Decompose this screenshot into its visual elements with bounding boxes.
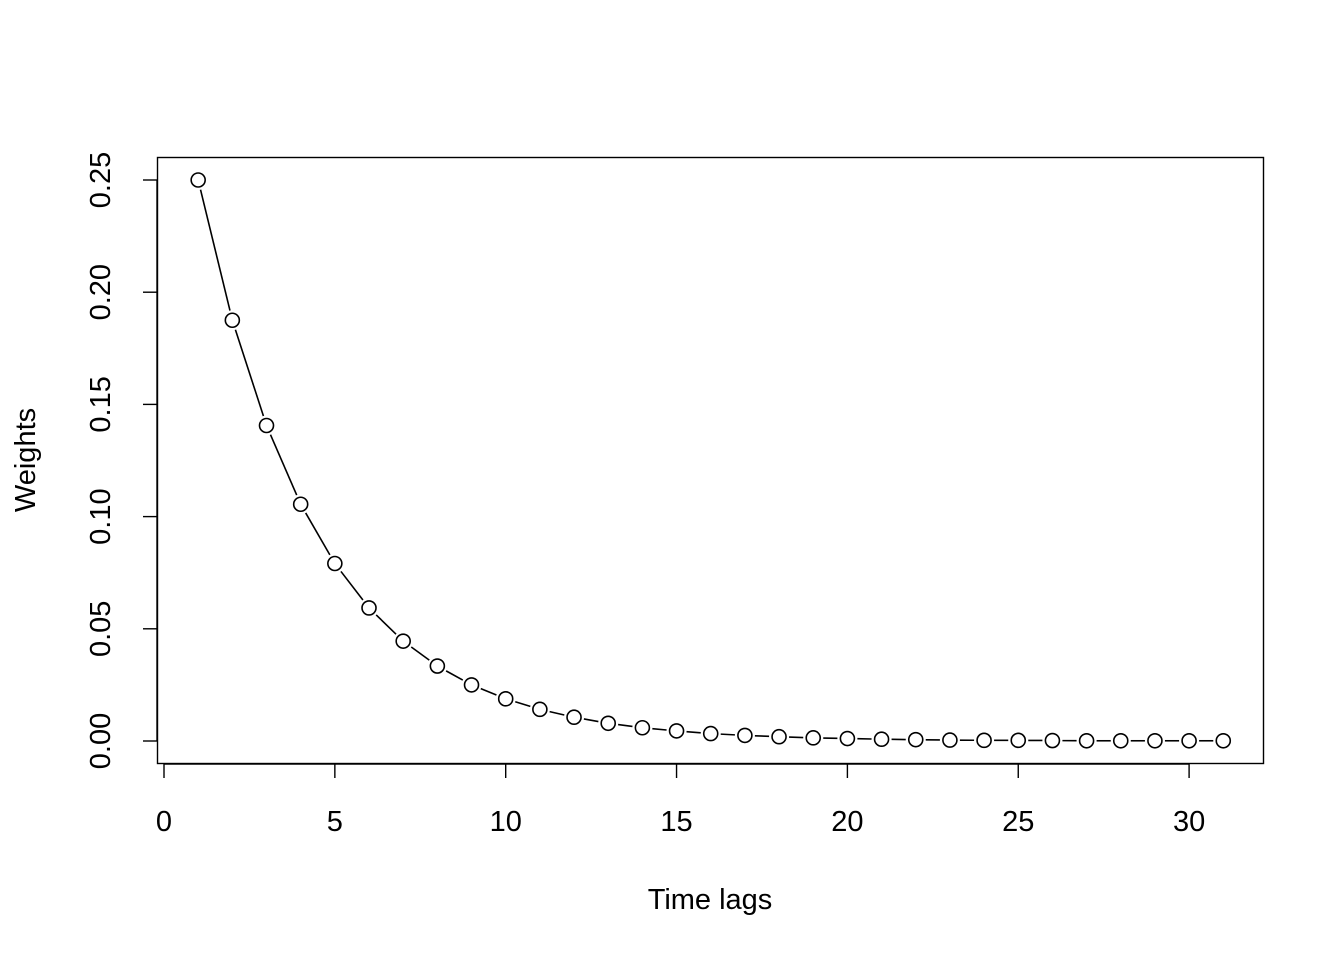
series-segment — [583, 718, 599, 723]
series-line — [199, 189, 1214, 742]
series-segment — [720, 733, 735, 736]
y-tick-label: 0.20 — [85, 264, 117, 320]
data-point — [771, 728, 787, 745]
data-point — [258, 417, 275, 434]
series-segment — [199, 189, 231, 311]
data-point — [668, 723, 685, 739]
data-point — [224, 312, 241, 329]
data-point — [566, 709, 582, 726]
y-axis-label: Weights — [10, 408, 42, 512]
x-tick-label: 0 — [156, 806, 172, 838]
data-point — [497, 691, 514, 707]
series-segment — [549, 710, 565, 716]
y-axis: 0.00 0.05 0.10 0.15 0.20 0.25 — [85, 152, 158, 769]
data-point — [1147, 732, 1163, 749]
y-tick-label: 0.15 — [85, 376, 117, 432]
data-point — [463, 677, 480, 693]
data-point — [1215, 732, 1232, 749]
data-point — [395, 633, 411, 649]
data-point — [1078, 732, 1095, 749]
series-segment — [445, 670, 464, 681]
x-axis: 0 5 10 15 20 25 30 — [156, 763, 1205, 838]
data-point — [1044, 732, 1061, 749]
y-tick-label: 0.05 — [85, 601, 117, 657]
data-point — [532, 701, 548, 718]
series-segment — [304, 512, 331, 556]
data-point — [292, 496, 309, 513]
series-segment — [480, 687, 497, 696]
data-point — [805, 730, 822, 746]
data-point — [873, 731, 890, 748]
y-tick-label: 0.00 — [85, 713, 117, 769]
series-segment — [269, 434, 298, 496]
series-segment — [375, 614, 397, 635]
series-segment — [340, 570, 364, 601]
series-segment — [754, 734, 770, 738]
data-point — [702, 725, 719, 742]
data-point — [942, 732, 958, 748]
data-point — [190, 172, 206, 188]
x-tick-label: 30 — [1173, 806, 1205, 838]
data-point — [1112, 732, 1129, 749]
data-point — [1181, 732, 1197, 749]
x-axis-label: Time lags — [648, 884, 773, 916]
data-point — [429, 658, 446, 674]
x-tick-label: 5 — [327, 806, 343, 838]
y-tick-label: 0.10 — [85, 488, 117, 544]
data-point — [634, 719, 651, 736]
data-point — [1010, 732, 1027, 749]
series-segment — [686, 730, 701, 734]
data-point — [737, 727, 753, 744]
series-segment — [234, 329, 265, 417]
data-point — [361, 600, 377, 616]
data-point — [600, 715, 617, 732]
data-point — [976, 732, 992, 749]
series-segment — [618, 723, 633, 728]
series-segment — [652, 727, 667, 731]
x-tick-label: 25 — [1002, 806, 1034, 838]
series-segment — [515, 700, 531, 708]
data-point — [839, 730, 856, 747]
x-tick-label: 20 — [831, 806, 863, 838]
y-tick-label: 0.25 — [85, 152, 117, 208]
series-points — [190, 172, 1232, 749]
plot-frame — [156, 156, 1265, 765]
x-tick-label: 10 — [490, 806, 522, 838]
data-point — [327, 555, 343, 572]
series-segment — [410, 646, 430, 661]
data-point — [907, 731, 924, 748]
x-tick-label: 15 — [660, 806, 692, 838]
